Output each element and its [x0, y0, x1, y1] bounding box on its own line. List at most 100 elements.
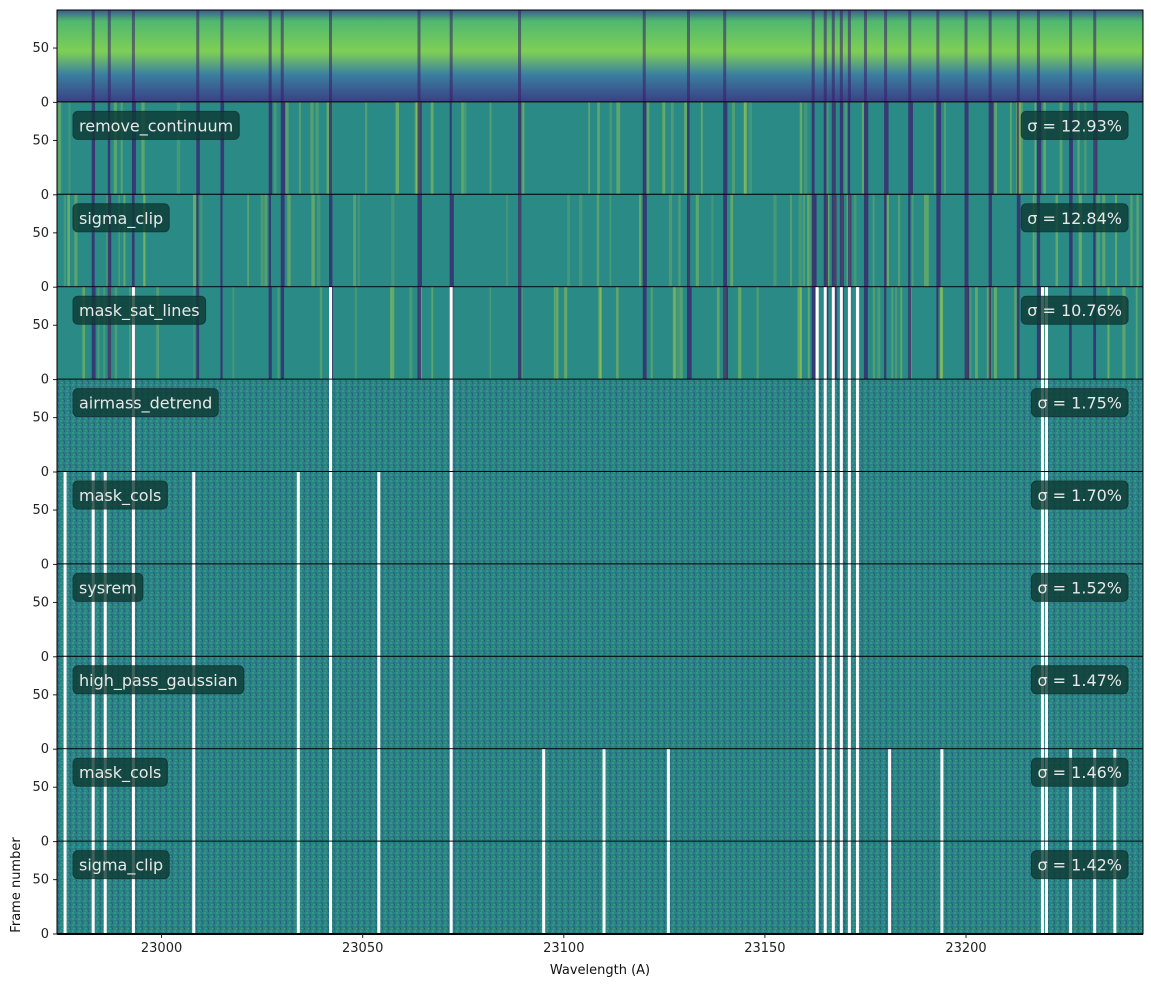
masked-column — [940, 841, 944, 934]
bright-line — [617, 102, 621, 195]
bright-line — [1042, 102, 1046, 195]
absorption-line — [1016, 194, 1021, 288]
masked-column — [823, 379, 827, 472]
masked-column — [831, 287, 835, 380]
absorption-line — [831, 102, 836, 195]
absorption-line — [964, 102, 969, 195]
axes-frame — [56, 9, 1144, 935]
bright-line — [897, 194, 901, 288]
absorption-line — [518, 287, 522, 380]
masked-column — [1040, 472, 1044, 565]
bright-line — [82, 287, 86, 380]
sigma-box: σ = 10.76% — [1020, 295, 1129, 325]
bright-line — [57, 102, 61, 195]
absorption-line — [1036, 10, 1040, 103]
bright-line — [800, 287, 802, 380]
bright-line — [1032, 194, 1035, 288]
masked-column — [839, 841, 843, 934]
panel-label: mask_cols — [79, 763, 161, 783]
absorption-line — [518, 102, 521, 195]
bright-line — [743, 102, 746, 195]
label-box — [72, 850, 170, 880]
panel-label-box: mask_sat_lines — [72, 295, 207, 325]
absorption-line — [107, 287, 112, 380]
bright-line — [1077, 102, 1080, 195]
masked-column — [888, 749, 892, 842]
bright-line — [670, 102, 674, 195]
bright-line — [193, 287, 195, 380]
bright-line — [1034, 102, 1037, 195]
bright-line — [319, 287, 323, 380]
masked-column — [831, 564, 835, 657]
masked-column — [831, 472, 835, 565]
bright-line — [809, 194, 813, 288]
bright-line — [1084, 102, 1087, 195]
masked-column — [1113, 749, 1117, 842]
bright-line — [113, 102, 117, 195]
bright-line — [731, 102, 735, 195]
masked-column — [855, 564, 859, 657]
label-box — [72, 480, 168, 510]
masked-column — [1044, 656, 1048, 750]
bright-line — [1044, 102, 1046, 195]
labels-layer: remove_continuum σ = 12.93% sigma_clip σ = … — [72, 110, 1129, 880]
masked-column — [823, 749, 827, 842]
bright-line — [1017, 102, 1021, 195]
absorption-line — [280, 287, 285, 380]
bright-line — [789, 194, 792, 288]
bright-line — [353, 194, 356, 288]
bright-line — [431, 287, 434, 380]
masked-column — [831, 841, 835, 934]
bright-line — [58, 102, 62, 195]
bright-line — [298, 102, 301, 195]
absorption-line — [1016, 287, 1020, 380]
absorption-line — [518, 194, 522, 288]
bright-line — [106, 194, 110, 288]
bright-line — [609, 194, 612, 288]
masked-column — [296, 841, 300, 934]
masked-column — [666, 749, 670, 842]
masked-column — [831, 379, 835, 472]
masked-column — [377, 564, 381, 657]
absorption-line — [196, 102, 200, 195]
x-axis-label: Wavelength (A) — [550, 963, 650, 978]
sigma-box: σ = 12.93% — [1020, 110, 1129, 140]
bright-line — [129, 287, 131, 380]
bright-line — [807, 287, 810, 380]
absorption-line — [811, 287, 816, 380]
panel-image — [57, 194, 1143, 288]
bright-line — [677, 287, 680, 380]
bright-line — [317, 194, 321, 288]
bright-line — [277, 287, 280, 380]
absorption-line — [936, 194, 941, 288]
sigma-label: σ = 12.84% — [1027, 209, 1122, 228]
masked-column — [1093, 749, 1097, 842]
bright-line — [895, 287, 898, 380]
bright-line — [748, 102, 753, 195]
bright-line — [391, 287, 395, 380]
absorption-line — [1036, 194, 1041, 288]
bright-line — [798, 287, 802, 380]
bright-line — [877, 287, 881, 380]
bright-line — [176, 102, 181, 195]
absorption-line — [91, 10, 95, 103]
masked-column — [839, 564, 843, 657]
masked-column — [1040, 656, 1044, 750]
panel-label: mask_cols — [79, 486, 161, 506]
masked-column — [815, 841, 819, 934]
panel-label: airmass_detrend — [79, 394, 212, 414]
y-tick-label: 0 — [41, 188, 49, 203]
bright-line — [940, 287, 944, 380]
panel-label-box: mask_cols — [72, 757, 168, 787]
masked-column — [940, 749, 944, 842]
masked-column — [823, 287, 827, 380]
panel-image — [57, 564, 1143, 657]
bright-line — [553, 287, 556, 380]
bright-line — [716, 287, 720, 380]
masked-column — [103, 841, 107, 934]
bright-line — [315, 102, 319, 195]
masked-column — [839, 379, 843, 472]
masked-column — [1044, 564, 1048, 657]
bright-line — [263, 194, 267, 288]
absorption-line — [280, 194, 285, 288]
